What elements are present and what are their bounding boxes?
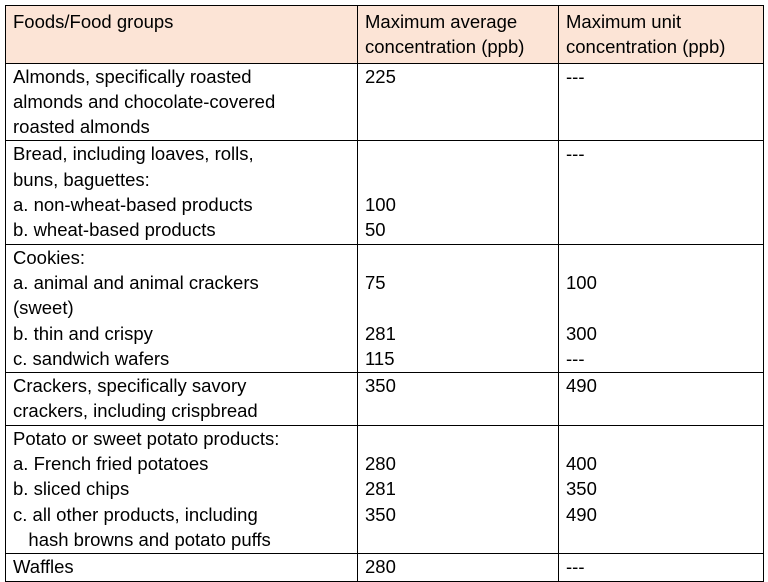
cell-line xyxy=(566,426,757,451)
cell-line: Foods/Food groups xyxy=(13,11,174,32)
cell-line xyxy=(566,217,757,242)
cell-line: concentration (ppb) xyxy=(365,36,525,58)
cell-line: 350 xyxy=(365,503,396,525)
cell-line: 400 xyxy=(566,453,597,475)
cell-line: 281 xyxy=(365,322,396,344)
cell-line: 115 xyxy=(365,347,395,369)
cell-line xyxy=(566,167,757,192)
table-cell: 75 281 115 xyxy=(357,243,559,374)
table-cell: Cookies: a. animal and animal crackers (sw… xyxy=(5,243,358,374)
cell-line: hash browns and potato puffs xyxy=(13,528,271,550)
table-cell: 225 xyxy=(357,62,559,142)
cell-line: 50 xyxy=(365,219,386,241)
cell-line: almonds and chocolate-covered xyxy=(13,90,276,112)
cell-line: 350 xyxy=(365,375,396,397)
cell-line xyxy=(566,398,757,423)
cell-line: 490 xyxy=(566,503,597,525)
cell-line: 490 xyxy=(566,375,597,397)
table-cell: --- xyxy=(558,62,764,142)
cell-line xyxy=(365,426,552,451)
food-table: Foods/Food groups Maximum average concentr… xyxy=(5,5,764,582)
cell-line xyxy=(566,192,757,217)
table-cell: --- xyxy=(558,140,764,245)
cell-line: 100 xyxy=(566,271,597,293)
cell-line: a. non-wheat-based products xyxy=(13,194,253,216)
cell-line: (sweet) xyxy=(13,297,74,319)
cell-line xyxy=(365,527,552,552)
cell-line: a. animal and animal crackers xyxy=(13,271,259,293)
cell-line xyxy=(365,141,552,166)
cell-line: c. sandwich wafers xyxy=(13,347,170,369)
table-cell: Almonds, specifically roasted almonds and… xyxy=(5,62,358,142)
cell-line: a. French fried potatoes xyxy=(13,453,209,475)
cell-line: Potato or sweet potato products: xyxy=(13,427,280,449)
table-cell: Waffles xyxy=(5,553,358,582)
table-cell: 280 xyxy=(357,553,559,582)
cell-line: Almonds, specifically roasted xyxy=(13,65,252,87)
table-body: Foods/Food groups Maximum average concentr… xyxy=(5,5,764,582)
cell-line: 350 xyxy=(566,478,597,500)
cell-line: --- xyxy=(566,65,585,87)
cell-line xyxy=(566,295,757,320)
cell-line xyxy=(365,398,552,423)
cell-line: --- xyxy=(566,556,585,578)
cell-line: buns, baguettes: xyxy=(13,168,150,190)
header-row: Foods/Food groups Maximum average concentr… xyxy=(5,5,764,64)
cell-line: 281 xyxy=(365,478,396,500)
table-row: Bread, including loaves, rolls, buns, bag… xyxy=(5,140,764,245)
cell-line: 280 xyxy=(365,556,396,578)
cell-line xyxy=(566,245,757,270)
cell-line xyxy=(566,114,757,139)
cell-line xyxy=(365,114,552,139)
header-cell: Maximum unit concentration (ppb) xyxy=(558,5,764,64)
table-row: Cookies: a. animal and animal crackers (sw… xyxy=(5,243,764,374)
cell-line: Crackers, specifically savory xyxy=(13,375,247,397)
cell-line: 225 xyxy=(365,65,396,87)
table-cell: --- xyxy=(558,553,764,582)
header-cell: Foods/Food groups xyxy=(5,5,358,64)
cell-line xyxy=(566,89,757,114)
cell-line xyxy=(566,527,757,552)
header-cell: Maximum average concentration (ppb) xyxy=(357,5,559,64)
table-row: Almonds, specifically roasted almonds and… xyxy=(5,62,764,142)
cell-line: c. all other products, including xyxy=(13,503,258,525)
cell-line: Cookies: xyxy=(13,246,85,268)
cell-line xyxy=(365,295,552,320)
cell-line: b. wheat-based products xyxy=(13,219,216,241)
table-cell: Crackers, specifically savory crackers, i… xyxy=(5,372,358,426)
cell-line: 100 xyxy=(365,194,396,216)
table-cell: 100 50 xyxy=(357,140,559,245)
table-cell: Potato or sweet potato products: a. Frenc… xyxy=(5,424,358,555)
table-row: Waffles 280 --- xyxy=(5,553,764,582)
cell-line xyxy=(365,245,552,270)
cell-line: Maximum unit xyxy=(566,11,682,32)
cell-line: 75 xyxy=(365,271,386,293)
cell-line: 300 xyxy=(566,322,597,344)
cell-line: b. sliced chips xyxy=(13,478,130,500)
cell-line: concentration (ppb) xyxy=(566,36,726,58)
table-row: Potato or sweet potato products: a. Frenc… xyxy=(5,424,764,555)
table-row: Crackers, specifically savory crackers, i… xyxy=(5,372,764,426)
cell-line xyxy=(365,167,552,192)
table-cell: 100 300 --- xyxy=(558,243,764,374)
table-cell: 490 xyxy=(558,372,764,426)
table-cell: 280 281 350 xyxy=(357,424,559,555)
cell-line: crackers, including crispbread xyxy=(13,400,258,422)
cell-line: b. thin and crispy xyxy=(13,322,153,344)
cell-line: --- xyxy=(566,143,585,165)
cell-line xyxy=(365,89,552,114)
cell-line: Maximum average xyxy=(365,11,518,32)
cell-line: 280 xyxy=(365,453,396,475)
table-cell: 350 xyxy=(357,372,559,426)
cell-line: roasted almonds xyxy=(13,116,150,138)
table-cell: Bread, including loaves, rolls, buns, bag… xyxy=(5,140,358,245)
cell-line: --- xyxy=(566,347,585,369)
cell-line: Bread, including loaves, rolls, xyxy=(13,143,254,165)
cell-line: Waffles xyxy=(13,556,74,578)
table-cell: 400 350 490 xyxy=(558,424,764,555)
